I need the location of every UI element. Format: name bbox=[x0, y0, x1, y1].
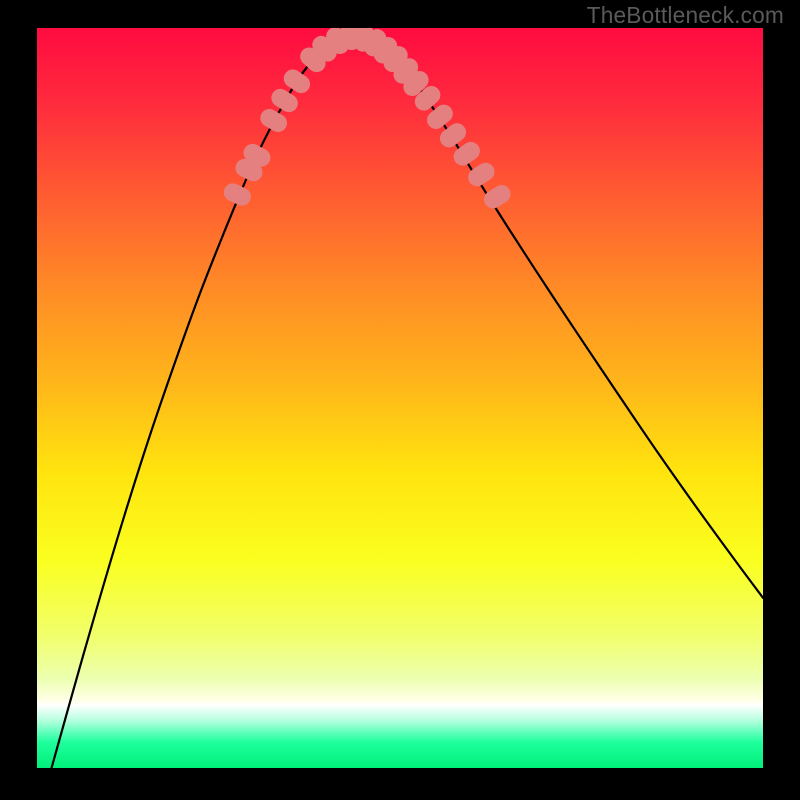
watermark-text: TheBottleneck.com bbox=[587, 2, 784, 29]
plot-area bbox=[37, 28, 763, 768]
chart-stage: TheBottleneck.com bbox=[0, 0, 800, 800]
chart-svg bbox=[37, 28, 763, 768]
gradient-background bbox=[37, 28, 763, 768]
